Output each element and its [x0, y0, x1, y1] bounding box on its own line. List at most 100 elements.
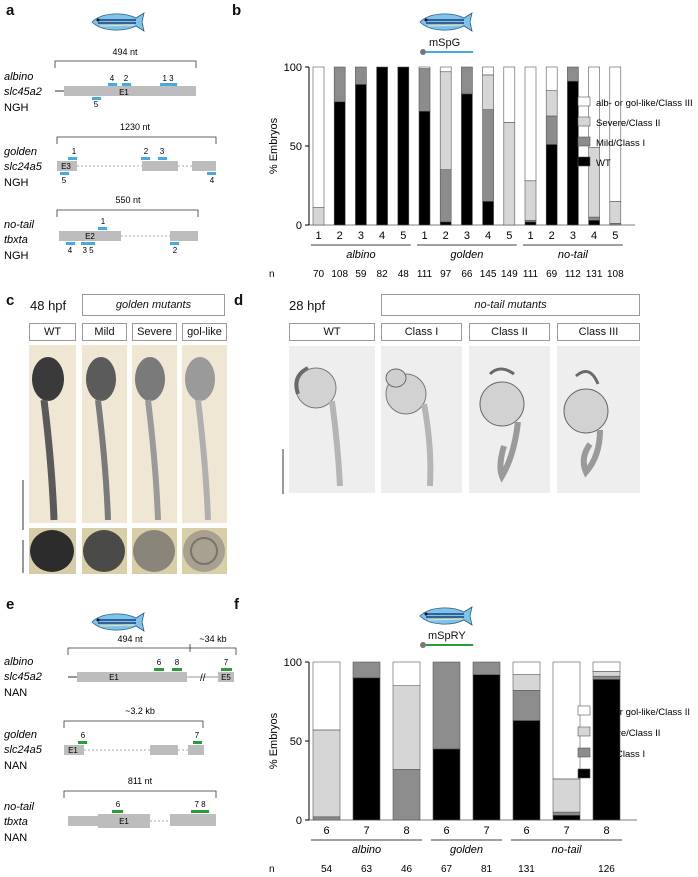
site-label: 4: [110, 74, 115, 83]
x-tick-label: 1: [315, 230, 321, 242]
bar-segment-severe: [512, 674, 541, 691]
n-value: 54: [321, 864, 333, 875]
column-label: WT: [289, 323, 375, 341]
site-label: 4: [210, 176, 215, 185]
site-label: 8: [175, 658, 180, 667]
n-value: 97: [440, 269, 452, 280]
column-label: Severe: [132, 323, 177, 341]
x-tick-label: 6: [523, 825, 529, 837]
bar-segment-wt: [472, 674, 501, 821]
legend-swatch: [577, 747, 591, 758]
exon-label: E1: [68, 746, 78, 755]
group-label: no-tail: [558, 249, 589, 261]
x-tick-label: 8: [403, 825, 409, 837]
x-tick-label: 4: [591, 230, 597, 242]
exon-label: E3: [61, 162, 71, 171]
site-label: 4: [68, 246, 73, 255]
y-tick-label: 0: [296, 815, 302, 827]
bar-segment-null: [482, 66, 494, 76]
length-label: 1230 nt: [120, 122, 151, 132]
stage-label: 28 hpf: [289, 298, 326, 313]
gene-name: no-tail: [4, 801, 35, 813]
length-label: 494 nt: [112, 47, 138, 57]
fish-icon: [419, 606, 473, 626]
panel-label-a: a: [6, 2, 15, 19]
bar-segment-severe: [312, 207, 325, 226]
exon-label: E2: [85, 232, 95, 241]
bar-segment-mild: [588, 216, 600, 221]
gene-name: albino: [4, 71, 33, 83]
exon-label: E5: [221, 673, 231, 682]
legend-swatch: [577, 768, 591, 779]
x-tick-label: 8: [603, 825, 609, 837]
bar-segment-wt: [567, 80, 579, 226]
bar-segment-null: [503, 66, 516, 123]
bar-segment-null: [592, 661, 621, 672]
n-value: 81: [481, 864, 493, 875]
bar-segment-null: [588, 66, 600, 148]
n-label: n: [269, 864, 275, 875]
bar-segment-mild: [312, 816, 341, 821]
legend-swatch: [577, 136, 591, 147]
bar-segment-wt: [432, 748, 461, 821]
x-tick-label: 2: [443, 230, 449, 242]
n-value: 111: [417, 269, 433, 280]
bar-segment-null: [545, 66, 558, 92]
exon-label: E1: [119, 88, 129, 97]
legend-label: alb- or gol-like/Class II: [596, 707, 690, 718]
group-label: albino: [346, 249, 375, 261]
panel-label-b: b: [232, 2, 242, 19]
bar-segment-mild: [432, 661, 461, 750]
x-tick-label: 4: [379, 230, 385, 242]
bar-segment-severe: [439, 71, 452, 170]
length-label: 494 nt: [117, 634, 143, 644]
embryo-image-gol-like: [182, 345, 227, 574]
y-tick-label: 50: [290, 141, 302, 153]
bar-segment-wt: [512, 720, 541, 821]
panel-label-f: f: [234, 596, 239, 613]
bar-segment-wt: [482, 201, 494, 226]
reagent-label: NGH: [4, 177, 29, 189]
bar-segment-severe: [545, 90, 558, 117]
bar-segment-mild: [552, 811, 581, 816]
bar-segment-wt: [397, 66, 410, 226]
bar-segment-mild: [355, 66, 367, 85]
legend-label: Mild/Class I: [596, 749, 645, 760]
group-label: golden mutants: [82, 294, 225, 316]
chart-b-title: mSpG: [429, 37, 461, 49]
bar-segment-mild: [461, 66, 473, 95]
panel-label-e: e: [6, 596, 15, 613]
x-tick-label: 1: [421, 230, 427, 242]
bar-segment-null: [524, 66, 537, 182]
x-tick-label: 3: [358, 230, 364, 242]
x-tick-label: 6: [443, 825, 449, 837]
n-label: n: [269, 269, 275, 280]
bar-segment-wt: [376, 66, 388, 226]
length-label: ~34 kb: [199, 634, 226, 644]
site-label: 3: [160, 147, 165, 156]
x-tick-label: 5: [400, 230, 406, 242]
length-label: 811 nt: [128, 776, 153, 786]
gene-symbol: slc45a2: [4, 86, 42, 98]
exon-label: E1: [119, 817, 129, 826]
site-label: 6: [81, 731, 86, 740]
n-value: 131: [518, 864, 535, 875]
n-value: 82: [377, 269, 389, 280]
bar-segment-mild: [482, 109, 494, 202]
bar-segment-severe: [312, 729, 341, 818]
x-tick-label: 7: [483, 825, 489, 837]
legend-label: WT: [596, 770, 611, 781]
site-label: 6: [157, 658, 162, 667]
x-tick-label: 4: [485, 230, 491, 242]
n-value: 46: [401, 864, 413, 875]
bar-segment-mild: [418, 68, 431, 112]
site-label: 2: [124, 74, 129, 83]
bar-segment-severe: [609, 201, 622, 224]
length-label: ~3.2 kb: [125, 706, 155, 716]
legend-label: Severe/Class II: [596, 118, 660, 129]
x-tick-label: 2: [337, 230, 343, 242]
embryo-images-c: [22, 345, 227, 574]
site-label: 6: [116, 800, 121, 809]
bar-segment-wt: [592, 679, 621, 821]
group-label: no-tail: [552, 844, 583, 856]
